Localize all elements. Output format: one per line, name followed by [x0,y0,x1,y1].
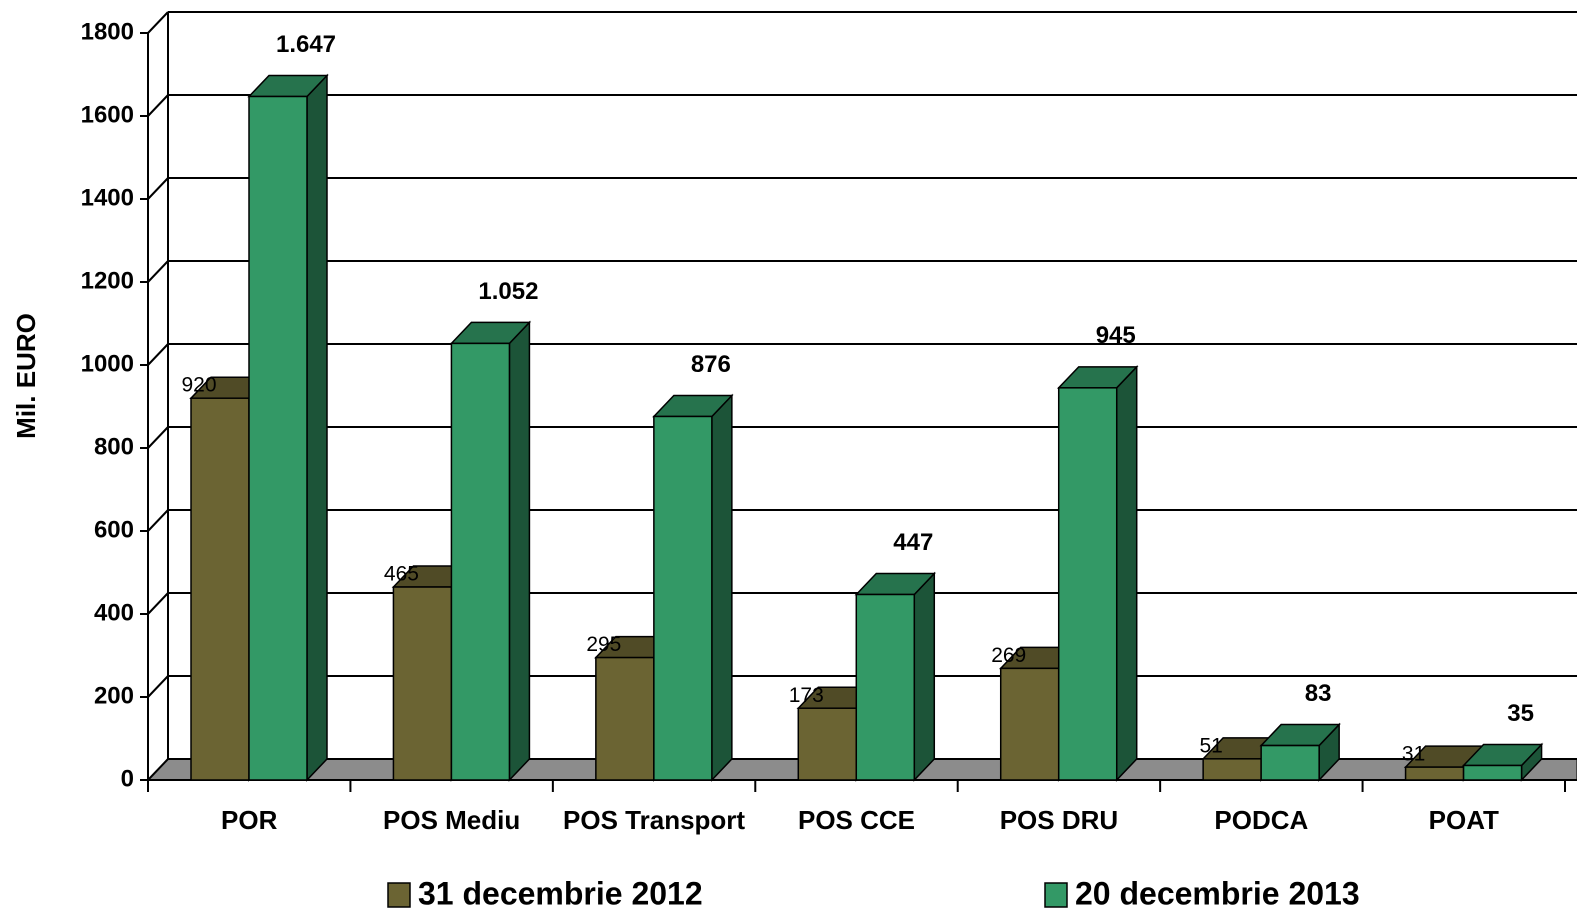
y-tick-label: 1000 [81,350,134,377]
y-tick-label: 1600 [81,101,134,128]
bar-side [711,393,733,782]
y-tick-label: 0 [121,765,134,792]
x-tick-label: POS Mediu [383,805,520,835]
bar [1057,387,1118,781]
value-label: 876 [691,351,731,378]
value-label: 447 [893,529,933,556]
x-tick-label: POS Transport [563,805,745,835]
x-tick-label: POS DRU [1000,805,1118,835]
bar [450,342,511,781]
bar-side [306,73,328,782]
legend-swatch [387,882,411,908]
value-label: 1.647 [276,31,336,58]
bar [1202,758,1262,781]
grid-line [147,675,169,698]
bar [595,656,655,781]
y-tick-label: 1400 [81,184,134,211]
grid-line [147,758,169,781]
x-tick-label: POAT [1429,805,1499,835]
y-axis-label: Mil. EURO [11,313,41,439]
y-tick-label: 1200 [81,267,134,294]
bar-side [1115,364,1138,782]
y-tick-label: 1800 [81,18,134,45]
x-tick-label: POR [221,805,278,835]
bar [190,397,250,781]
grid-line [147,509,169,532]
y-tick-label: 800 [94,433,134,460]
grid-line [147,260,169,283]
value-label: 31 [1402,743,1425,766]
legend-swatch [1044,882,1068,908]
bar [653,415,713,781]
value-label: 35 [1507,700,1534,727]
value-label: 945 [1096,322,1136,349]
bar [1462,764,1523,781]
bar [1260,744,1320,781]
value-label: 173 [789,684,824,707]
value-label: 51 [1199,734,1222,757]
bar-side [913,571,936,782]
x-tick-label: PODCA [1214,805,1308,835]
grid-line [147,426,169,449]
grid-line [147,177,169,200]
grid-line [147,11,169,34]
bar [999,667,1060,781]
x-tick-label: POS CCE [798,805,915,835]
grid-line [147,94,169,117]
grid-line [147,343,169,366]
bar [392,586,453,781]
value-label: 920 [181,374,216,397]
legend-label: 31 decembrie 2012 [418,875,703,911]
bar [855,593,916,781]
y-tick-label: 400 [94,599,134,626]
value-label: 83 [1305,680,1332,707]
value-label: 1.052 [478,278,538,305]
bar [248,95,308,781]
value-label: 269 [991,644,1026,667]
legend-label: 20 decembrie 2013 [1075,875,1360,911]
y-tick-label: 600 [94,516,134,543]
y-tick-label: 200 [94,682,134,709]
bar-side [508,320,531,782]
value-label: 465 [384,563,419,586]
grid-line [147,592,169,615]
bar [1404,766,1465,781]
bar [797,707,858,781]
value-label: 295 [586,633,621,656]
